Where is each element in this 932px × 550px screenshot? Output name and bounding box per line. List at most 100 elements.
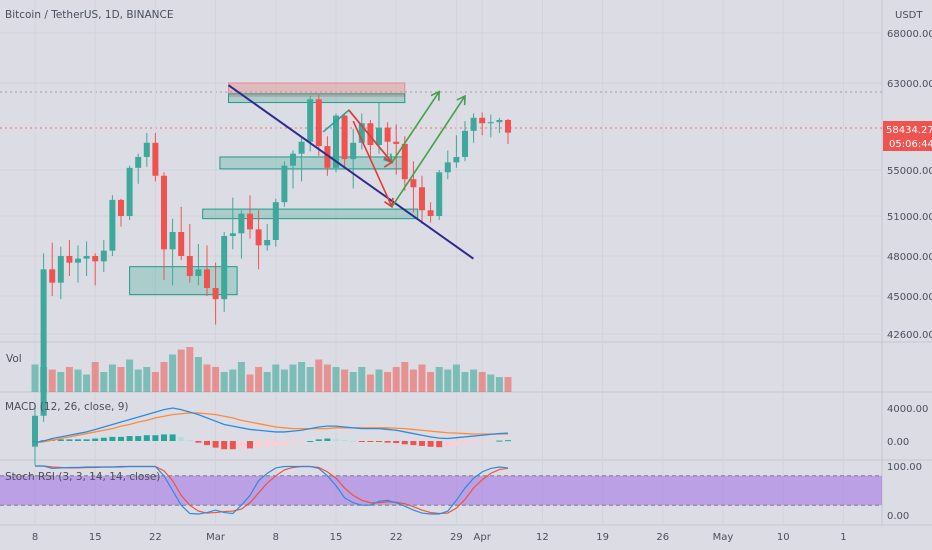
volume-bar [91, 362, 99, 392]
candle-body [298, 141, 305, 154]
candle-body [436, 172, 443, 216]
volume-bar [444, 369, 452, 392]
candle-body [135, 156, 142, 168]
macd-histogram-bar [505, 440, 511, 442]
candle-body [462, 130, 468, 157]
time-tick-label: Apr [474, 532, 492, 543]
price-tick-label: 68000.00 [887, 29, 932, 40]
descending-trendline [227, 84, 474, 260]
macd-histogram-bar [315, 439, 322, 441]
projection-arrows [322, 90, 466, 209]
volume-bar [48, 369, 56, 392]
macd-histogram-bar [462, 441, 468, 445]
candle-body [419, 187, 425, 211]
stoch-rsi-label: Stoch RSI (3, 3, 14, 14, close) [5, 471, 160, 483]
volume-bar [177, 349, 185, 392]
candle-body [453, 156, 460, 163]
macd-label: MACD (12, 26, close, 9) [5, 401, 128, 413]
candle-body [126, 167, 133, 216]
time-tick-label: 22 [390, 532, 403, 543]
time-tick-label: 10 [777, 532, 790, 543]
candle-body [350, 142, 357, 160]
candle-body [186, 256, 193, 276]
macd-histogram-bar [393, 441, 400, 444]
volume-bar [100, 372, 108, 392]
volume-bar [65, 367, 73, 392]
projection-path [391, 91, 440, 163]
macd-histogram-bar [341, 440, 348, 442]
time-tick-label: 15 [330, 532, 343, 543]
volume-bar [375, 369, 383, 392]
volume-bar [409, 369, 417, 392]
candle-body [109, 199, 116, 251]
candle-body [32, 415, 38, 447]
candle-body [152, 142, 159, 176]
volume-bar [83, 374, 91, 392]
stoch-tick-label: 0.00 [887, 511, 909, 522]
stoch-k-line [35, 465, 509, 515]
macd-tick-label: 0.00 [887, 437, 909, 448]
volume-bar [117, 367, 125, 392]
candle-body [57, 256, 64, 283]
macd-signal-line [34, 412, 508, 444]
volume-bar [203, 364, 211, 392]
price-zone [202, 208, 419, 220]
volume-bar [229, 369, 237, 392]
macd-histogram-bar [376, 441, 382, 442]
projection-path [348, 109, 393, 163]
volume-bar [306, 367, 314, 392]
time-tick-label: 22 [149, 532, 162, 543]
macd-histogram-bar [401, 441, 408, 445]
volume-bar [280, 369, 288, 392]
candle-countdown: 05:06:44 [889, 139, 932, 150]
volume-bar [341, 369, 349, 392]
volume-bar [289, 364, 297, 392]
volume-bar [40, 367, 48, 392]
macd-histogram-bar [118, 436, 124, 441]
candle-body [290, 153, 296, 166]
candle-body [100, 250, 107, 262]
macd-histogram-bar [264, 441, 271, 447]
macd-histogram-bar [100, 437, 107, 441]
candle-body [92, 256, 99, 262]
macd-histogram-bar [169, 434, 176, 441]
candle-body [49, 269, 56, 283]
candle-body [367, 123, 374, 145]
volume-bar [186, 347, 194, 392]
candle-body [281, 165, 288, 203]
volume-bars [31, 347, 512, 392]
macd-histogram-bar [57, 439, 64, 441]
macd-histogram-bar [419, 441, 425, 446]
volume-bar [323, 364, 331, 392]
candle-body [161, 175, 167, 250]
macd-histogram-bar [229, 441, 236, 450]
candle-body [264, 240, 271, 246]
candle-body [255, 229, 262, 246]
time-axis: 8 15 22 Mar 8 15 22 29 Apr 12 19 26 May 10 1 [32, 532, 847, 543]
volume-bar [427, 372, 435, 392]
macd-histogram-bar [307, 441, 314, 442]
macd-indicator: 4000.00 0.00 [32, 404, 928, 450]
volume-bar [478, 372, 486, 392]
macd-histogram-bar [186, 440, 193, 442]
candle-body [401, 143, 408, 180]
candle-body [376, 127, 382, 145]
time-tick-label: Mar [206, 532, 226, 543]
candle-body [229, 233, 236, 236]
volume-bar [392, 367, 400, 392]
candle-body [384, 127, 391, 142]
macd-histogram-bar [221, 441, 228, 450]
price-tick-label: 45000.00 [887, 292, 932, 303]
macd-histogram-bar [195, 441, 202, 443]
macd-histogram-bar [470, 441, 477, 444]
volume-bar [31, 364, 39, 392]
candle-body [221, 236, 228, 300]
macd-histogram-bar [143, 435, 150, 441]
volume-bar [452, 364, 460, 392]
macd-histogram-bar [247, 441, 253, 449]
candle-body [479, 117, 486, 124]
candle-body [75, 258, 81, 263]
volume-bar [108, 364, 116, 392]
candle-body [444, 162, 451, 173]
